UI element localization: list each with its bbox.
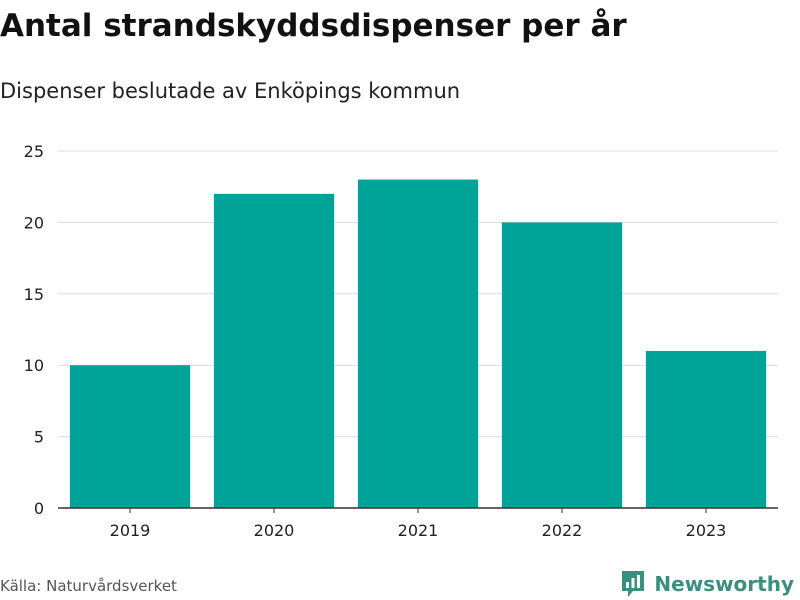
bar-2022 (501, 222, 623, 508)
bar-2019 (69, 365, 191, 508)
chart-subtitle: Dispenser beslutade av Enköpings kommun (0, 79, 461, 103)
y-tick-label: 5 (34, 428, 44, 447)
x-axis-ticks: 2019 2020 2021 2022 2023 (110, 508, 727, 540)
y-tick-label: 0 (34, 499, 44, 518)
bar-chart-logo-icon (622, 571, 645, 597)
x-tick-label: 2023 (686, 521, 727, 540)
y-tick-label: 15 (24, 285, 44, 304)
source-note: Källa: Naturvårdsverket (0, 577, 177, 595)
y-axis-ticks: 0 5 10 15 20 25 (24, 142, 44, 518)
x-tick-label: 2019 (110, 521, 151, 540)
chart-title: Antal strandskyddsdispenser per år (0, 8, 627, 44)
y-tick-label: 20 (24, 213, 44, 232)
brand-logo: Newsworthy (620, 569, 794, 599)
y-tick-label: 10 (24, 356, 44, 375)
bar-2021 (357, 179, 479, 508)
x-tick-label: 2021 (398, 521, 439, 540)
bar-2023 (645, 350, 767, 508)
bars (69, 179, 767, 508)
brand-name: Newsworthy (654, 572, 794, 596)
y-tick-label: 25 (24, 142, 44, 161)
bar-2020 (213, 193, 335, 508)
x-tick-label: 2022 (542, 521, 583, 540)
x-tick-label: 2020 (254, 521, 295, 540)
